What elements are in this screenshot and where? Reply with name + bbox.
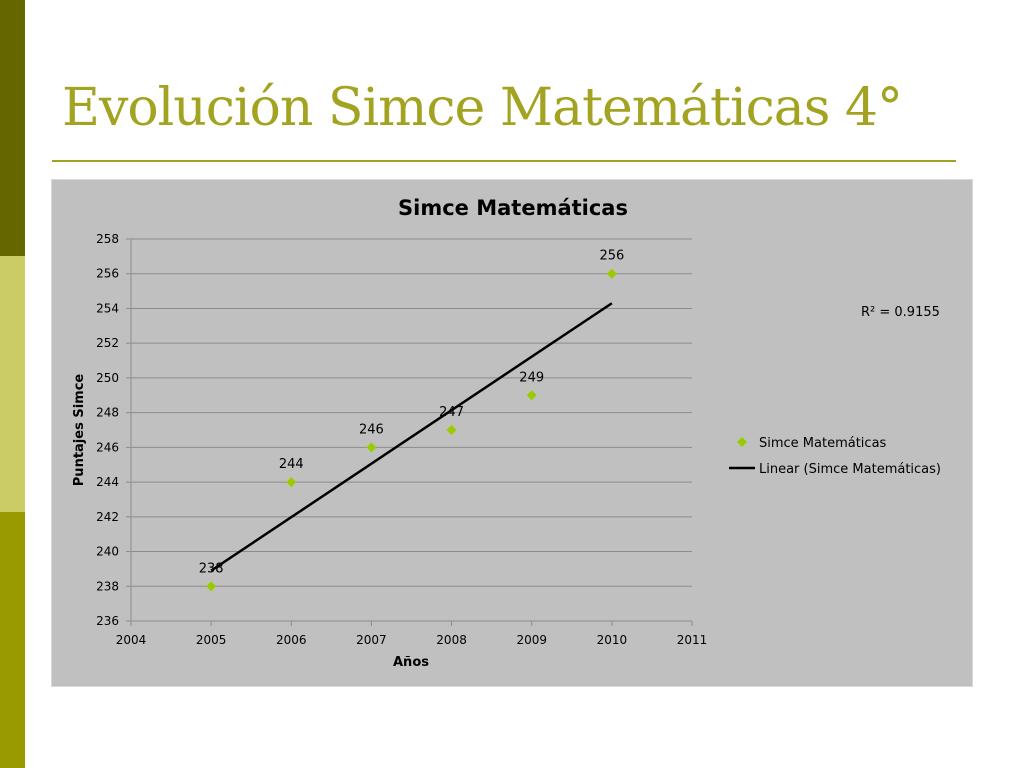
y-tick-label: 256 (96, 267, 119, 281)
data-label: 249 (519, 370, 544, 385)
y-tick-label: 238 (96, 579, 119, 593)
data-point (206, 581, 217, 592)
y-tick-label: 246 (96, 440, 119, 454)
legend-marker-series (737, 437, 747, 447)
y-tick-label: 248 (96, 406, 119, 420)
legend: Simce Matemáticas Linear (Simce Matemáti… (729, 436, 941, 477)
legend-label-trendline: Linear (Simce Matemáticas) (759, 462, 941, 477)
chart-title: Simce Matemáticas (398, 196, 628, 220)
y-tick-label: 258 (96, 232, 119, 246)
data-label: 256 (599, 249, 624, 264)
data-point (606, 268, 617, 279)
y-tick-label: 252 (96, 336, 119, 350)
chart-panel: Simce Matemáticas 236 238 240 242 244 246 248 2… (51, 179, 973, 687)
slide-title: Evolución Simce Matemáticas 4° (62, 78, 903, 138)
y-axis-title: Puntajes Simce (72, 374, 87, 487)
y-tick-label: 244 (96, 475, 119, 489)
data-point (526, 390, 537, 401)
sidebar-stripe-top (0, 0, 25, 256)
title-divider (52, 160, 956, 162)
data-point (366, 442, 377, 453)
x-tick-label: 2006 (276, 633, 307, 647)
y-tick-label: 240 (96, 545, 119, 559)
data-point (446, 425, 457, 435)
x-tick-label: 2011 (677, 633, 708, 647)
x-tick-label: 2010 (597, 633, 628, 647)
y-tick-label: 242 (96, 510, 119, 524)
x-tick-label: 2008 (436, 633, 467, 647)
data-label: 238 (199, 561, 224, 576)
data-label: 246 (359, 422, 384, 437)
r-squared-label: R² = 0.9155 (861, 305, 940, 320)
x-tick-label: 2005 (196, 633, 227, 647)
y-tick-label: 254 (96, 301, 119, 315)
sidebar-stripe-middle (0, 256, 25, 512)
data-point (286, 477, 297, 488)
x-axis-title: Años (393, 655, 429, 670)
y-tick-label: 236 (96, 614, 119, 628)
data-label: 247 (439, 405, 464, 420)
y-tick-label: 250 (96, 371, 119, 385)
x-tick-label: 2007 (356, 633, 387, 647)
x-tick-label: 2009 (516, 633, 547, 647)
chart: Simce Matemáticas 236 238 240 242 244 246 248 2… (72, 196, 941, 670)
legend-label-series: Simce Matemáticas (759, 436, 887, 451)
x-tick-label: 2004 (116, 633, 147, 647)
trendline (210, 302, 613, 572)
sidebar-stripe-bottom (0, 512, 25, 768)
data-label: 244 (279, 457, 304, 472)
